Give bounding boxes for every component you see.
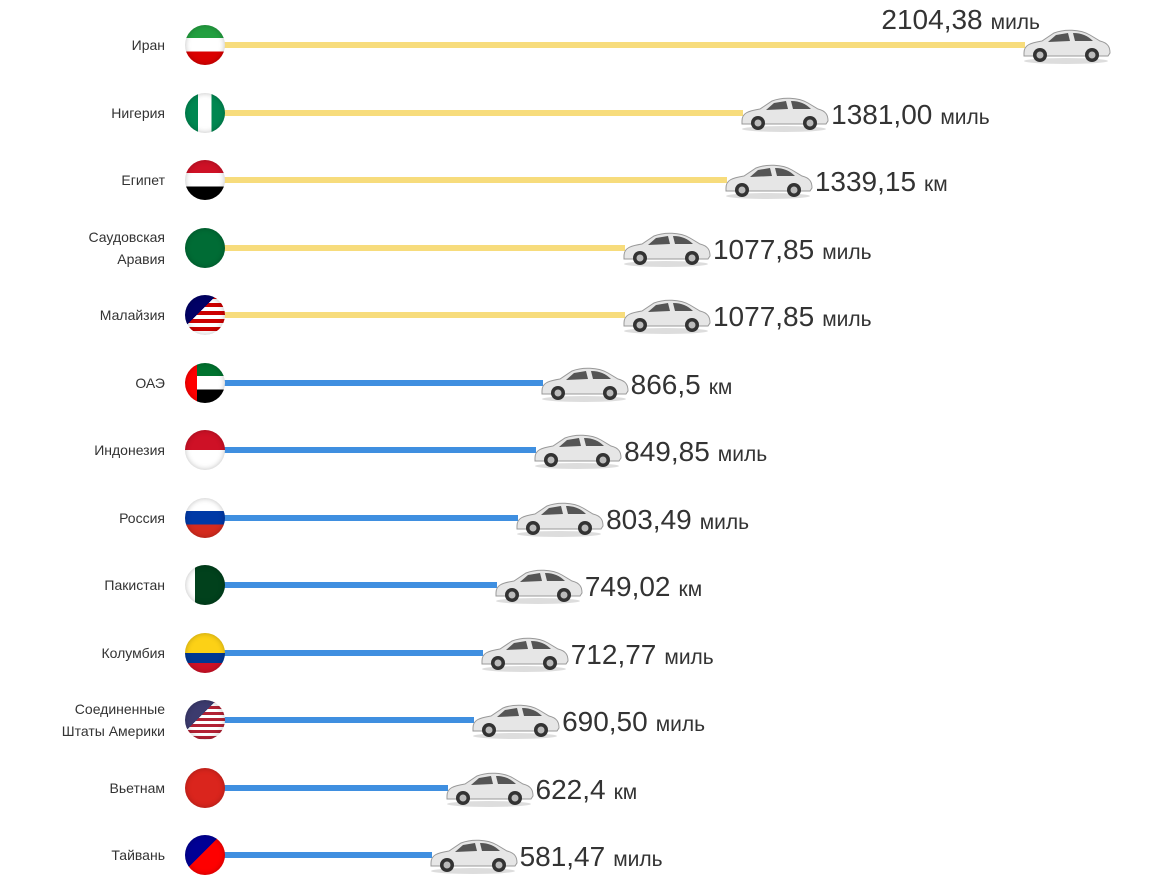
value-number: 1077,85 bbox=[712, 233, 815, 265]
value-label: 803,49 миль bbox=[606, 504, 749, 536]
value-unit: миль bbox=[655, 713, 706, 736]
car-icon bbox=[427, 835, 519, 875]
flag bbox=[185, 632, 225, 673]
bar bbox=[205, 244, 625, 251]
value-unit: миль bbox=[664, 645, 714, 669]
flag bbox=[185, 160, 225, 200]
flag bbox=[185, 227, 225, 268]
country-label: Индонезия bbox=[94, 442, 165, 458]
car-icon bbox=[469, 700, 561, 740]
country-label: Россия bbox=[119, 509, 165, 526]
bar bbox=[205, 717, 475, 723]
flag bbox=[185, 565, 225, 605]
value-label: 2104,38 миль bbox=[881, 4, 1040, 36]
value-number: 581,47 bbox=[519, 841, 606, 872]
value-label: 866,5 км bbox=[631, 369, 733, 401]
car-icon bbox=[620, 295, 712, 335]
bar bbox=[205, 177, 727, 183]
value-label: 1381,00 миль bbox=[831, 99, 990, 131]
value-unit: км bbox=[708, 375, 733, 399]
value-unit: км bbox=[678, 578, 703, 601]
value-unit: миль bbox=[717, 443, 768, 466]
country-label: Тайвань bbox=[111, 847, 165, 863]
car-icon bbox=[722, 160, 814, 200]
flag bbox=[185, 295, 225, 335]
car-icon bbox=[531, 430, 623, 470]
value-unit: миль bbox=[613, 848, 663, 871]
value-unit: миль bbox=[822, 240, 872, 264]
country-label: Иран bbox=[131, 37, 165, 53]
value-number: 1339,15 bbox=[814, 166, 917, 197]
bar bbox=[205, 379, 543, 386]
value-unit: км bbox=[924, 173, 948, 196]
value-label: 622,4 км bbox=[536, 774, 638, 806]
value-unit: миль bbox=[940, 105, 990, 129]
bar bbox=[205, 42, 1025, 48]
flag bbox=[185, 92, 225, 133]
value-unit: миль bbox=[990, 11, 1040, 34]
value-label: 749,02 км bbox=[585, 571, 702, 603]
value-number: 622,4 bbox=[535, 773, 606, 805]
flag bbox=[185, 25, 225, 65]
car-icon bbox=[443, 768, 535, 808]
country-label: ОАЭ bbox=[135, 374, 165, 391]
value-label: 849,85 миль bbox=[624, 436, 767, 468]
value-unit: миль bbox=[699, 510, 750, 534]
car-icon bbox=[1020, 25, 1112, 65]
country-label: Колумбия bbox=[101, 644, 165, 661]
value-label: 712,77 миль bbox=[571, 639, 714, 671]
flag bbox=[185, 700, 225, 740]
car-icon bbox=[620, 228, 712, 268]
value-number: 849,85 bbox=[624, 436, 710, 467]
country-label: Пакистан bbox=[104, 577, 165, 593]
car-icon bbox=[738, 93, 830, 133]
car-icon bbox=[492, 565, 584, 605]
value-number: 2104,38 bbox=[881, 4, 983, 35]
value-unit: миль bbox=[822, 308, 872, 331]
car-icon bbox=[513, 498, 605, 538]
bar bbox=[205, 109, 744, 116]
flag bbox=[185, 767, 225, 808]
value-unit: км bbox=[613, 780, 638, 804]
bar bbox=[205, 447, 537, 453]
value-number: 712,77 bbox=[570, 638, 657, 670]
country-label: Соединенные Штаты Америки bbox=[61, 701, 165, 739]
bar bbox=[205, 312, 625, 318]
country-label: Нигерия bbox=[111, 104, 165, 121]
value-label: 1339,15 км bbox=[815, 166, 948, 198]
value-label: 690,50 миль bbox=[562, 706, 705, 738]
flag bbox=[185, 835, 225, 875]
bar bbox=[205, 852, 432, 858]
value-label: 581,47 миль bbox=[520, 841, 663, 873]
bar bbox=[205, 514, 519, 521]
bar bbox=[205, 784, 448, 791]
country-label: Вьетнам bbox=[109, 779, 165, 796]
country-label: Саудовская Аравия bbox=[88, 228, 165, 267]
flag bbox=[185, 430, 225, 470]
value-label: 1077,85 миль bbox=[713, 234, 872, 266]
value-number: 1077,85 bbox=[712, 301, 815, 332]
value-number: 749,02 bbox=[584, 571, 671, 602]
country-label: Малайзия bbox=[99, 307, 165, 323]
value-number: 1381,00 bbox=[831, 98, 933, 130]
flag bbox=[185, 497, 225, 538]
value-number: 866,5 bbox=[630, 368, 701, 400]
value-label: 1077,85 миль bbox=[713, 301, 872, 333]
value-number: 690,50 bbox=[562, 706, 648, 737]
car-icon bbox=[478, 633, 570, 673]
country-label: Египет bbox=[121, 172, 165, 188]
value-number: 803,49 bbox=[606, 503, 692, 535]
bar bbox=[205, 582, 497, 588]
car-icon bbox=[538, 363, 630, 403]
bar bbox=[205, 649, 483, 656]
flag bbox=[185, 362, 225, 403]
